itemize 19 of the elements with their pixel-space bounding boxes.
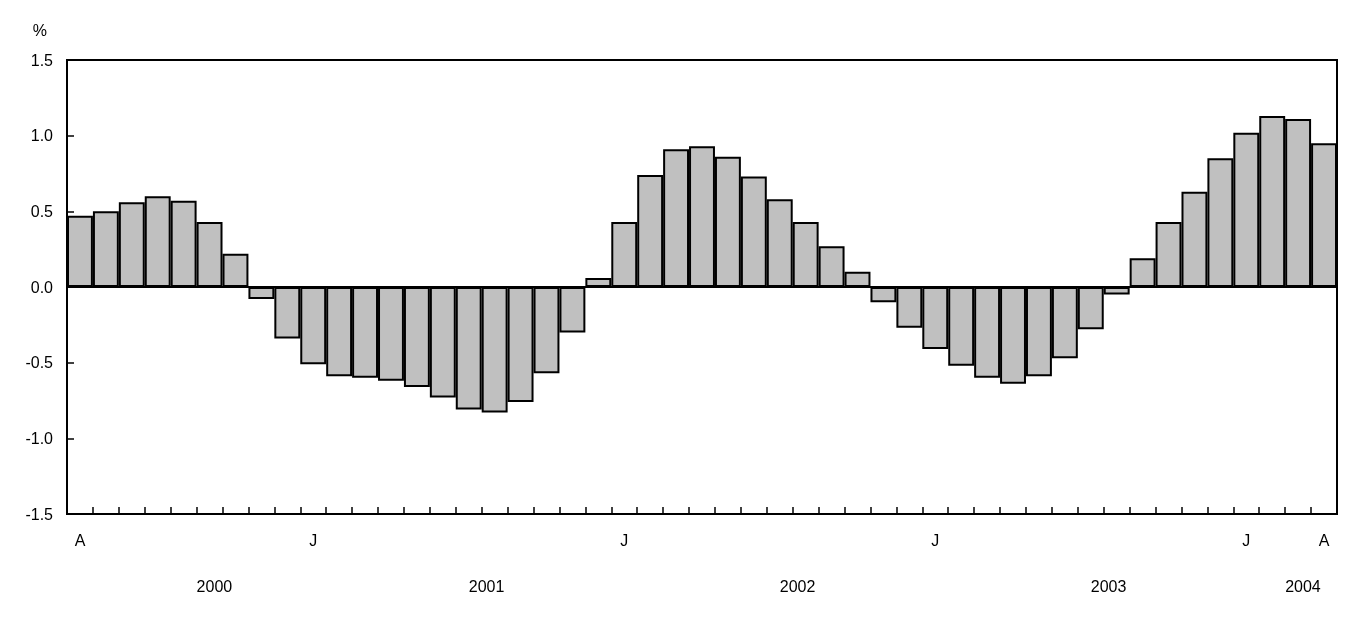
y-tick-label: 1.5	[30, 51, 54, 69]
x-tick-label: A	[1318, 531, 1330, 549]
x-tick-label: J	[309, 531, 318, 549]
y-tick-label: 1.0	[30, 127, 54, 145]
x-tick-label: J	[620, 531, 629, 549]
text: 2004	[1285, 577, 1321, 595]
y-tick-label: 0.0	[30, 278, 54, 296]
text: 2001	[468, 577, 505, 595]
x-tick-label: J	[1242, 531, 1251, 549]
y-tick-label: -0.5	[25, 354, 54, 372]
y-tick-label: -1.5	[25, 505, 54, 523]
text: 2003	[1090, 577, 1127, 595]
y-tick-label: -1.0	[25, 429, 54, 447]
y-tick-label: 0.5	[30, 202, 54, 220]
x-tick-label: J	[931, 531, 940, 549]
text: 2002	[779, 577, 816, 595]
x-tick-label: A	[74, 531, 86, 549]
y-axis-title: %	[32, 21, 47, 39]
text: 2000	[196, 577, 233, 595]
